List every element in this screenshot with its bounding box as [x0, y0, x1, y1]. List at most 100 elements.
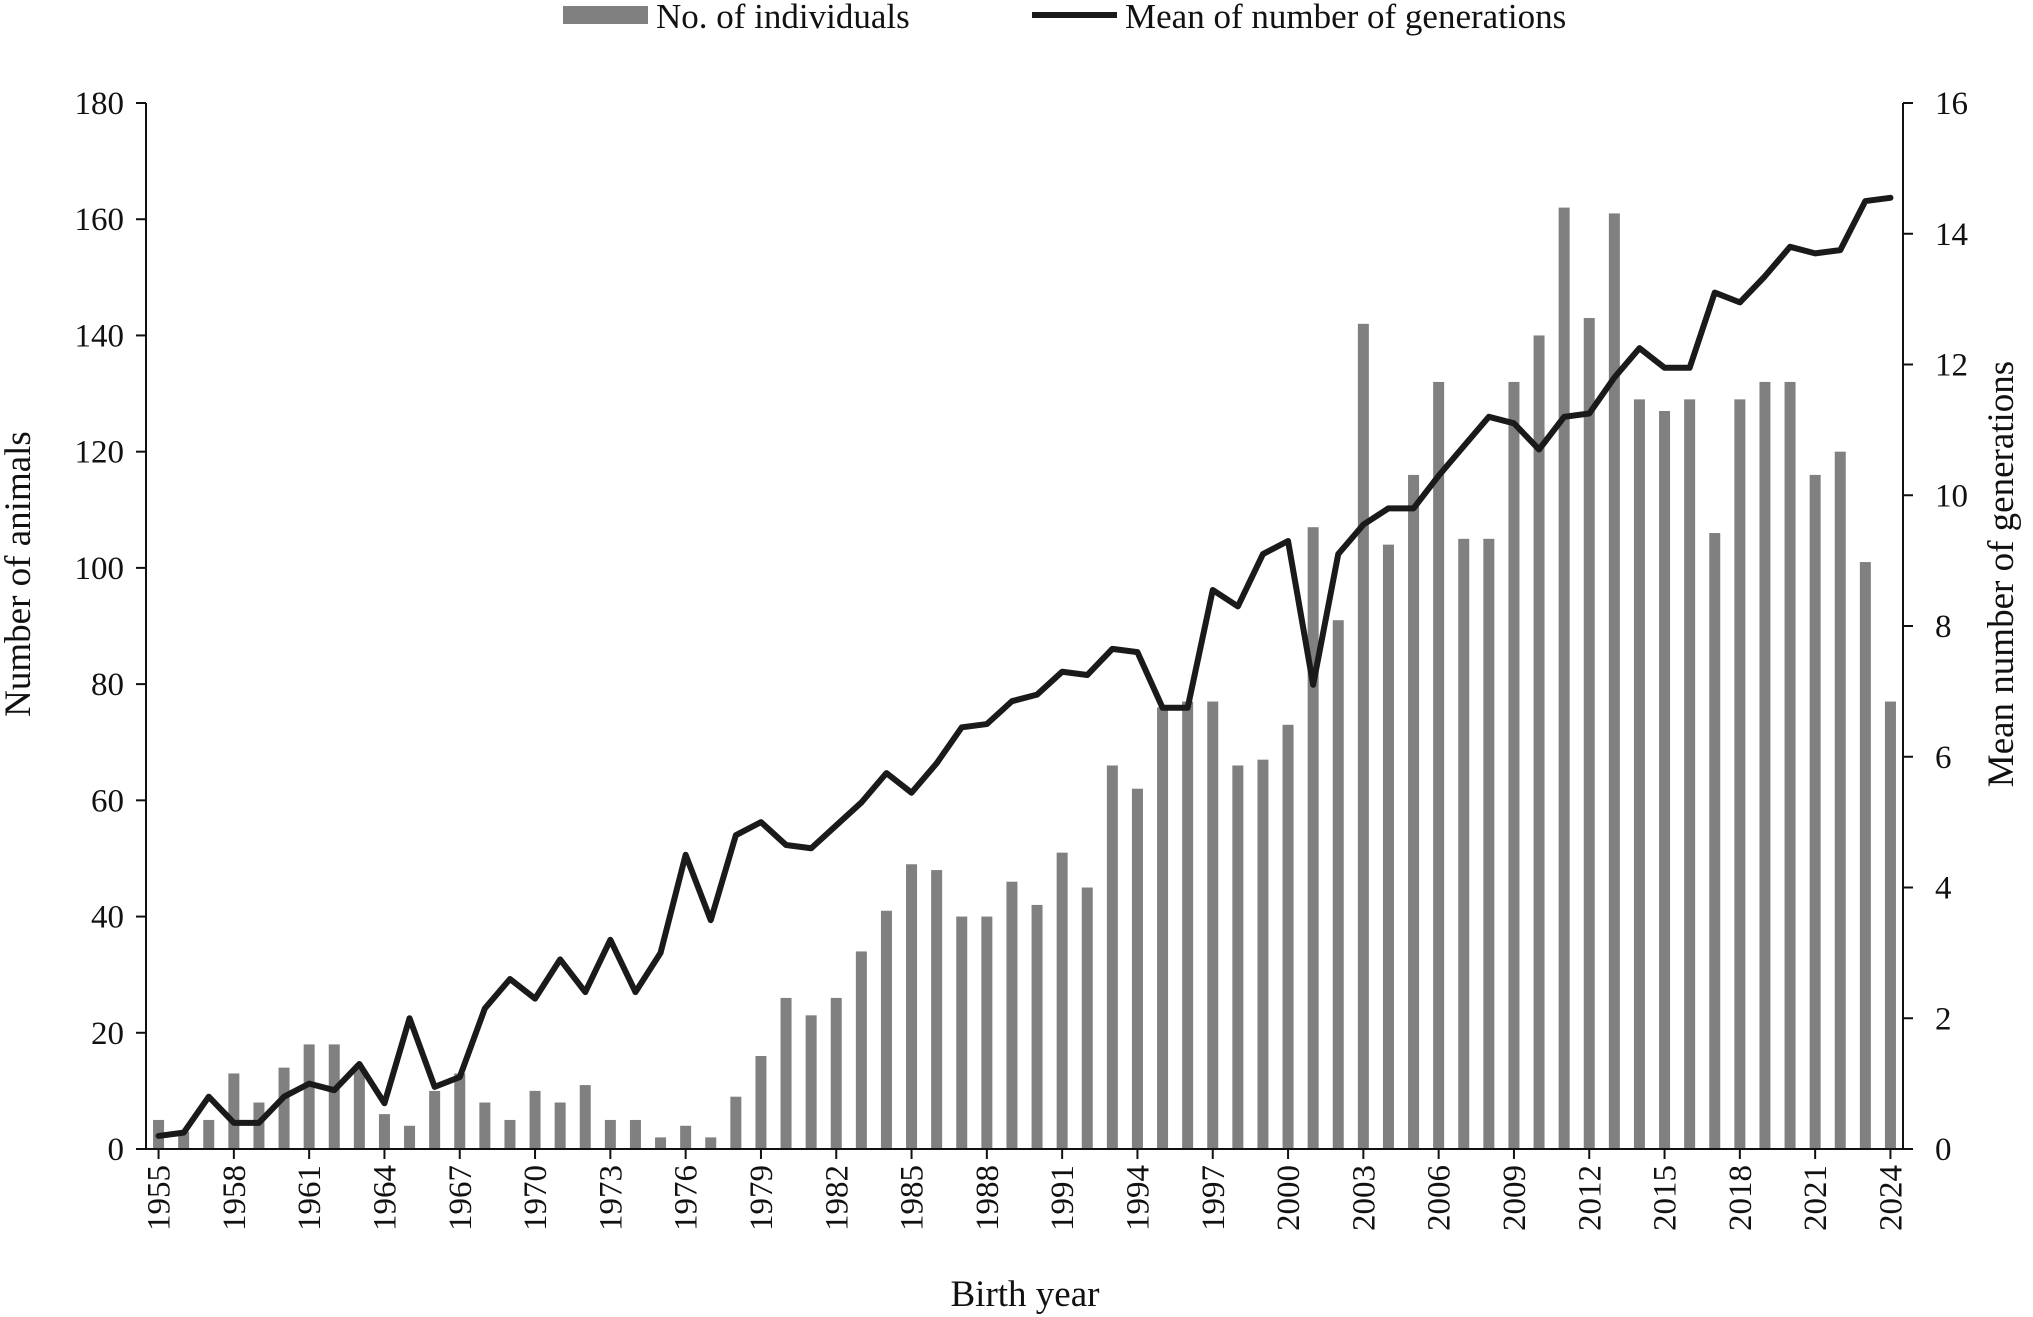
- bar-1994: [1131, 788, 1143, 1149]
- x-tick-label: 2021: [1798, 1165, 1834, 1231]
- x-tick-label: 2006: [1422, 1165, 1458, 1231]
- y-tick-label: 20: [91, 1016, 124, 1052]
- bar-1995: [1157, 707, 1169, 1149]
- legend: No. of individuals Mean of number of gen…: [563, 0, 1566, 36]
- bar-2019: [1759, 381, 1771, 1149]
- bar-1988: [981, 916, 993, 1149]
- bar-1962: [328, 1044, 340, 1149]
- bar-2010: [1533, 335, 1545, 1149]
- bar-1997: [1207, 701, 1219, 1149]
- bar-2015: [1659, 410, 1671, 1149]
- bar-2001: [1307, 527, 1319, 1149]
- x-tick-label: 1958: [217, 1165, 253, 1231]
- y2-axis-title: Mean number of generations: [1981, 361, 2022, 787]
- bar-1986: [931, 870, 943, 1149]
- bar-1972: [579, 1085, 591, 1149]
- bar-1971: [554, 1102, 566, 1149]
- y2-tick-label: 0: [1935, 1132, 1952, 1168]
- x-tick-label: 2003: [1346, 1165, 1382, 1231]
- x-tick-label: 2015: [1648, 1165, 1684, 1231]
- line-group: [155, 194, 1894, 1139]
- bar-2012: [1583, 318, 1595, 1149]
- bar-2014: [1633, 399, 1645, 1149]
- bar-1966: [429, 1090, 441, 1149]
- bar-1998: [1232, 765, 1244, 1149]
- x-tick-label: 2000: [1271, 1165, 1307, 1231]
- bar-2003: [1357, 323, 1369, 1149]
- bar-1965: [404, 1125, 416, 1149]
- y2-tick-label: 12: [1935, 348, 1968, 384]
- x-tick-label: 1973: [593, 1165, 629, 1231]
- y-tick-label: 140: [75, 318, 125, 354]
- bar-2009: [1508, 381, 1520, 1149]
- x-axis-title: Birth year: [951, 1274, 1100, 1315]
- x-tick-label: 1985: [895, 1165, 931, 1231]
- bar-1981: [805, 1015, 817, 1149]
- bar-1964: [378, 1114, 390, 1149]
- y-tick-label: 100: [75, 551, 125, 587]
- bar-1978: [730, 1096, 742, 1149]
- x-tick-label: 1955: [142, 1165, 178, 1231]
- x-tick-label: 1979: [744, 1165, 780, 1231]
- bars-group: [153, 207, 1896, 1150]
- legend-label-individuals: No. of individuals: [656, 0, 910, 36]
- x-tick-label: 1997: [1196, 1165, 1232, 1231]
- bar-1956: [178, 1131, 190, 1149]
- bar-2004: [1382, 544, 1394, 1149]
- bar-2002: [1332, 620, 1344, 1149]
- ticks-group: 0 20 40 60 80 100 120 140 160 180 0 2 4 6 8 10 12 14 16 195…: [75, 86, 1969, 1231]
- y-tick-label: 0: [108, 1132, 125, 1168]
- bar-1989: [1006, 881, 1018, 1149]
- bar-1976: [680, 1125, 692, 1149]
- bar-1987: [956, 916, 968, 1149]
- x-tick-label: 2018: [1723, 1165, 1759, 1231]
- y2-tick-label: 10: [1935, 478, 1968, 514]
- y2-tick-label: 8: [1935, 609, 1952, 645]
- y-axis-title: Number of animals: [0, 431, 39, 717]
- bar-1957: [203, 1119, 215, 1149]
- x-tick-label: 1982: [819, 1165, 855, 1231]
- x-tick-label: 1988: [970, 1165, 1006, 1231]
- bar-2020: [1784, 381, 1796, 1149]
- y2-tick-label: 2: [1935, 1001, 1952, 1037]
- y-tick-label: 120: [75, 435, 125, 471]
- y2-tick-label: 16: [1935, 86, 1968, 122]
- bar-1975: [655, 1137, 667, 1149]
- bar-1970: [529, 1090, 541, 1149]
- bar-1992: [1081, 887, 1093, 1149]
- bar-1969: [504, 1119, 516, 1149]
- bar-2005: [1408, 474, 1420, 1149]
- y-tick-label: 60: [91, 783, 124, 819]
- bar-2018: [1734, 399, 1746, 1149]
- bar-1982: [830, 997, 842, 1149]
- x-tick-label: 2024: [1873, 1165, 1909, 1231]
- bar-2023: [1859, 562, 1871, 1149]
- bar-1974: [629, 1119, 641, 1149]
- bar-1963: [353, 1067, 365, 1149]
- bar-1977: [705, 1137, 717, 1149]
- x-tick-label: 1991: [1045, 1165, 1081, 1231]
- bar-1984: [880, 910, 892, 1149]
- y-tick-label: 160: [75, 202, 125, 238]
- bar-2016: [1684, 399, 1696, 1149]
- bar-1996: [1182, 701, 1194, 1149]
- bar-1979: [755, 1056, 767, 1149]
- bar-2006: [1433, 381, 1445, 1149]
- y2-tick-label: 14: [1935, 217, 1968, 253]
- bar-1960: [278, 1067, 290, 1149]
- y2-tick-label: 4: [1935, 871, 1952, 907]
- legend-bar-swatch: [563, 6, 648, 24]
- bar-2011: [1558, 207, 1570, 1150]
- x-tick-label: 1994: [1120, 1165, 1156, 1231]
- bar-2000: [1282, 724, 1294, 1149]
- bar-2024: [1884, 701, 1896, 1149]
- bar-1961: [303, 1044, 315, 1149]
- y-tick-label: 180: [75, 86, 125, 122]
- bar-1983: [855, 951, 867, 1149]
- y-tick-label: 80: [91, 667, 124, 703]
- x-tick-label: 2009: [1497, 1165, 1533, 1231]
- bar-1968: [479, 1102, 491, 1149]
- bar-1985: [906, 864, 918, 1149]
- x-tick-label: 1976: [669, 1165, 705, 1231]
